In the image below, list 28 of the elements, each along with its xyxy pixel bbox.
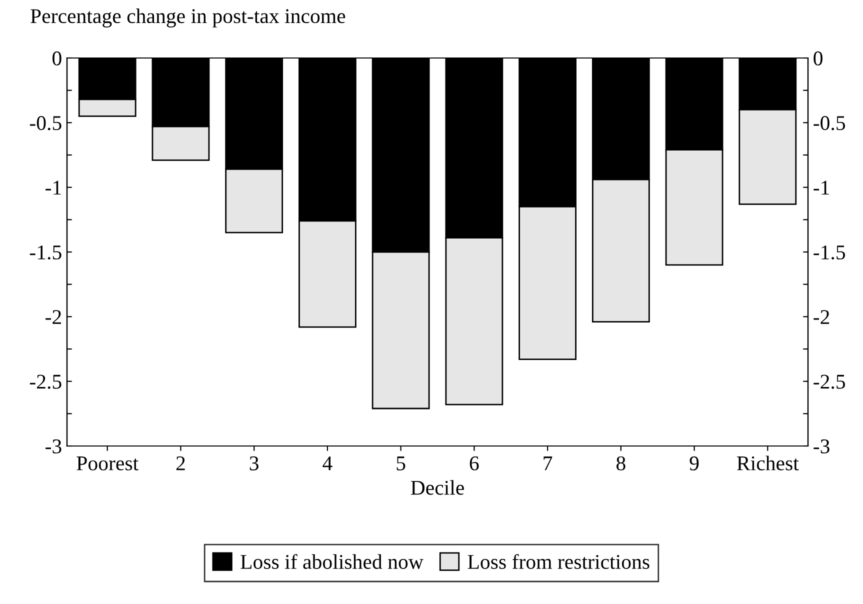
y2-tick-label: -0.5 (814, 116, 846, 130)
x-tick-label: 3 (250, 456, 258, 470)
y-tick-label: 0 (52, 51, 62, 66)
x-tick-label: 2 (176, 456, 185, 470)
x-tick-label: 5 (396, 456, 406, 470)
x-tick-label: 6 (470, 456, 479, 470)
x-tick-label: 9 (690, 456, 699, 470)
y-tick-label: -2.5 (30, 374, 62, 389)
x-tick-label: Richest (737, 456, 799, 470)
x-tick-label: 8 (616, 456, 626, 470)
chart-title: Percentage change in post-tax income (30, 8, 346, 28)
y2-tick-label: -2 (814, 310, 830, 324)
y-tick-label: -1.5 (30, 245, 62, 260)
x-tick-label: Poorest (76, 456, 138, 470)
y2-tick-label: -1.5 (814, 245, 846, 260)
y2-tick-label: 0 (814, 51, 822, 66)
y-tick-label: -2 (46, 310, 61, 324)
y2-tick-label: -3 (814, 439, 830, 454)
x-tick-label: 4 (322, 456, 332, 470)
x-axis-title: Decile (410, 480, 464, 495)
y2-tick-label: -2.5 (814, 374, 846, 389)
y-tick-label: -1 (46, 180, 61, 195)
legend-label: Loss from restrictions (468, 554, 650, 569)
legend-label: Loss if abolished now (240, 554, 424, 569)
y2-tick-label: -1 (814, 180, 829, 195)
y-tick-label: -3 (46, 439, 62, 454)
y-tick-label: -0.5 (30, 116, 62, 130)
x-tick-label: 7 (544, 456, 552, 470)
